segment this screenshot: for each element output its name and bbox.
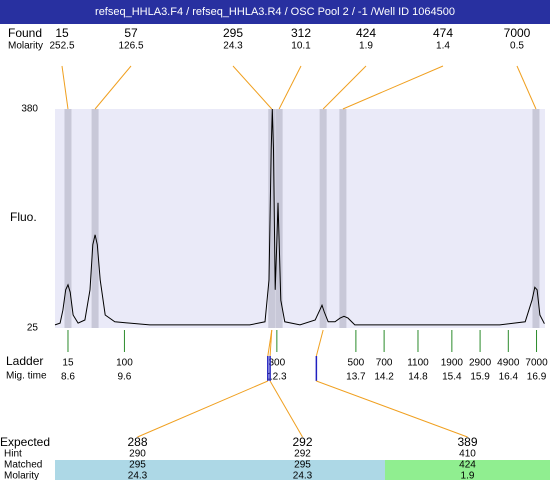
- y-tick-label: 380: [21, 104, 38, 115]
- expected-connector: [269, 380, 303, 438]
- peak-connector: [61, 65, 69, 110]
- molarity-label: Molarity: [8, 41, 43, 52]
- matched-label: Matched: [4, 460, 42, 471]
- expected-size: 389: [457, 435, 477, 449]
- peak-band: [532, 109, 540, 328]
- found-molarity: 1.4: [436, 41, 450, 52]
- peak-connector: [322, 65, 367, 110]
- matched-molarity: 1.9: [461, 471, 475, 480]
- peak-connector: [278, 65, 302, 110]
- hint-size: 292: [294, 449, 311, 460]
- found-label: Found: [8, 26, 42, 40]
- ladder-time: 8.6: [61, 372, 75, 383]
- peak-band: [64, 109, 72, 328]
- found-size: 15: [55, 26, 69, 40]
- found-size: 312: [291, 26, 311, 40]
- peak-connector: [232, 65, 273, 110]
- ladder-time: 9.6: [117, 372, 131, 383]
- molarity-label: Molarity: [4, 471, 39, 480]
- match-cell: [220, 460, 385, 480]
- ladder-size: 7000: [525, 358, 548, 369]
- ladder-size: 700: [376, 358, 393, 369]
- match-connector: [269, 329, 273, 357]
- hint-label: Hint: [4, 449, 22, 460]
- ladder-size: 1100: [407, 358, 429, 369]
- y-axis-label: Fluo.: [10, 210, 37, 224]
- match-cell: [55, 460, 220, 480]
- peak-band: [275, 109, 283, 328]
- expected-label: Expected: [0, 435, 50, 449]
- peak-connector: [516, 65, 537, 110]
- ladder-time: 13.7: [346, 372, 366, 383]
- found-molarity: 1.9: [359, 41, 373, 52]
- matched-size: 295: [129, 460, 146, 471]
- peak-connector: [342, 65, 444, 110]
- y-tick-label: 25: [27, 323, 39, 334]
- hint-size: 290: [129, 449, 146, 460]
- hint-size: 410: [459, 449, 476, 460]
- mig-time-label: Mig. time: [6, 371, 47, 382]
- ladder-time: 15.9: [470, 372, 490, 383]
- ladder-time: 12.3: [267, 372, 287, 383]
- peak-band: [268, 109, 276, 328]
- found-molarity: 252.5: [49, 41, 74, 52]
- peak-band: [91, 109, 99, 328]
- peak-band: [339, 109, 347, 328]
- matched-size: 424: [459, 460, 476, 471]
- found-molarity: 10.1: [291, 41, 311, 52]
- matched-molarity: 24.3: [128, 471, 148, 480]
- ladder-size: 2900: [469, 358, 492, 369]
- expected-connector: [137, 380, 269, 438]
- match-connector: [315, 329, 324, 357]
- ladder-label: Ladder: [6, 354, 43, 368]
- ladder-time: 14.2: [374, 372, 394, 383]
- title-bar: [0, 0, 550, 24]
- expected-connector: [316, 380, 468, 438]
- ladder-size: 100: [116, 358, 133, 369]
- expected-size: 292: [292, 435, 312, 449]
- found-size: 424: [356, 26, 376, 40]
- peak-band: [319, 109, 327, 328]
- ladder-size: 4900: [497, 358, 520, 369]
- matched-size: 295: [294, 460, 311, 471]
- expected-size: 288: [127, 435, 147, 449]
- chart-title: refseq_HHLA3.F4 / refseq_HHLA3.R4 / OSC …: [95, 6, 455, 18]
- peak-connector: [94, 65, 132, 110]
- ladder-time: 15.4: [442, 372, 462, 383]
- ladder-size: 300: [269, 358, 286, 369]
- plot-background: [55, 109, 545, 328]
- trace: [54, 108, 545, 326]
- found-size: 7000: [504, 26, 531, 40]
- found-molarity: 126.5: [118, 41, 143, 52]
- ladder-size: 1900: [441, 358, 464, 369]
- ladder-size: 15: [62, 358, 74, 369]
- ladder-time: 14.8: [408, 372, 428, 383]
- found-size: 295: [223, 26, 243, 40]
- ladder-size: 500: [348, 358, 365, 369]
- found-size: 474: [433, 26, 453, 40]
- ladder-time: 16.4: [499, 372, 519, 383]
- matched-molarity: 24.3: [293, 471, 313, 480]
- match-cell: [385, 460, 550, 480]
- found-molarity: 0.5: [510, 41, 524, 52]
- ladder-time: 16.9: [527, 372, 547, 383]
- found-molarity: 24.3: [223, 41, 243, 52]
- found-size: 57: [124, 26, 138, 40]
